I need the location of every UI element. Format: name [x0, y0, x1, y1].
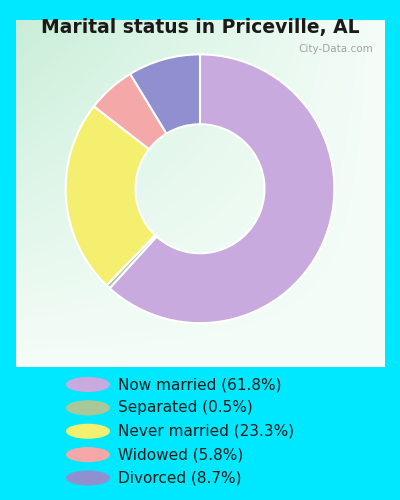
Wedge shape [94, 74, 166, 149]
Wedge shape [130, 54, 200, 134]
Circle shape [66, 447, 110, 462]
Text: Separated (0.5%): Separated (0.5%) [118, 400, 253, 415]
Text: Divorced (8.7%): Divorced (8.7%) [118, 470, 242, 486]
Circle shape [66, 400, 110, 415]
Circle shape [66, 377, 110, 392]
Circle shape [66, 470, 110, 486]
Wedge shape [66, 106, 155, 286]
Text: City-Data.com: City-Data.com [298, 44, 373, 54]
Text: Widowed (5.8%): Widowed (5.8%) [118, 447, 243, 462]
Circle shape [66, 424, 110, 439]
Text: Marital status in Priceville, AL: Marital status in Priceville, AL [41, 18, 359, 38]
Text: Never married (23.3%): Never married (23.3%) [118, 424, 294, 439]
Wedge shape [110, 54, 334, 323]
Wedge shape [106, 235, 157, 288]
Text: Now married (61.8%): Now married (61.8%) [118, 377, 282, 392]
